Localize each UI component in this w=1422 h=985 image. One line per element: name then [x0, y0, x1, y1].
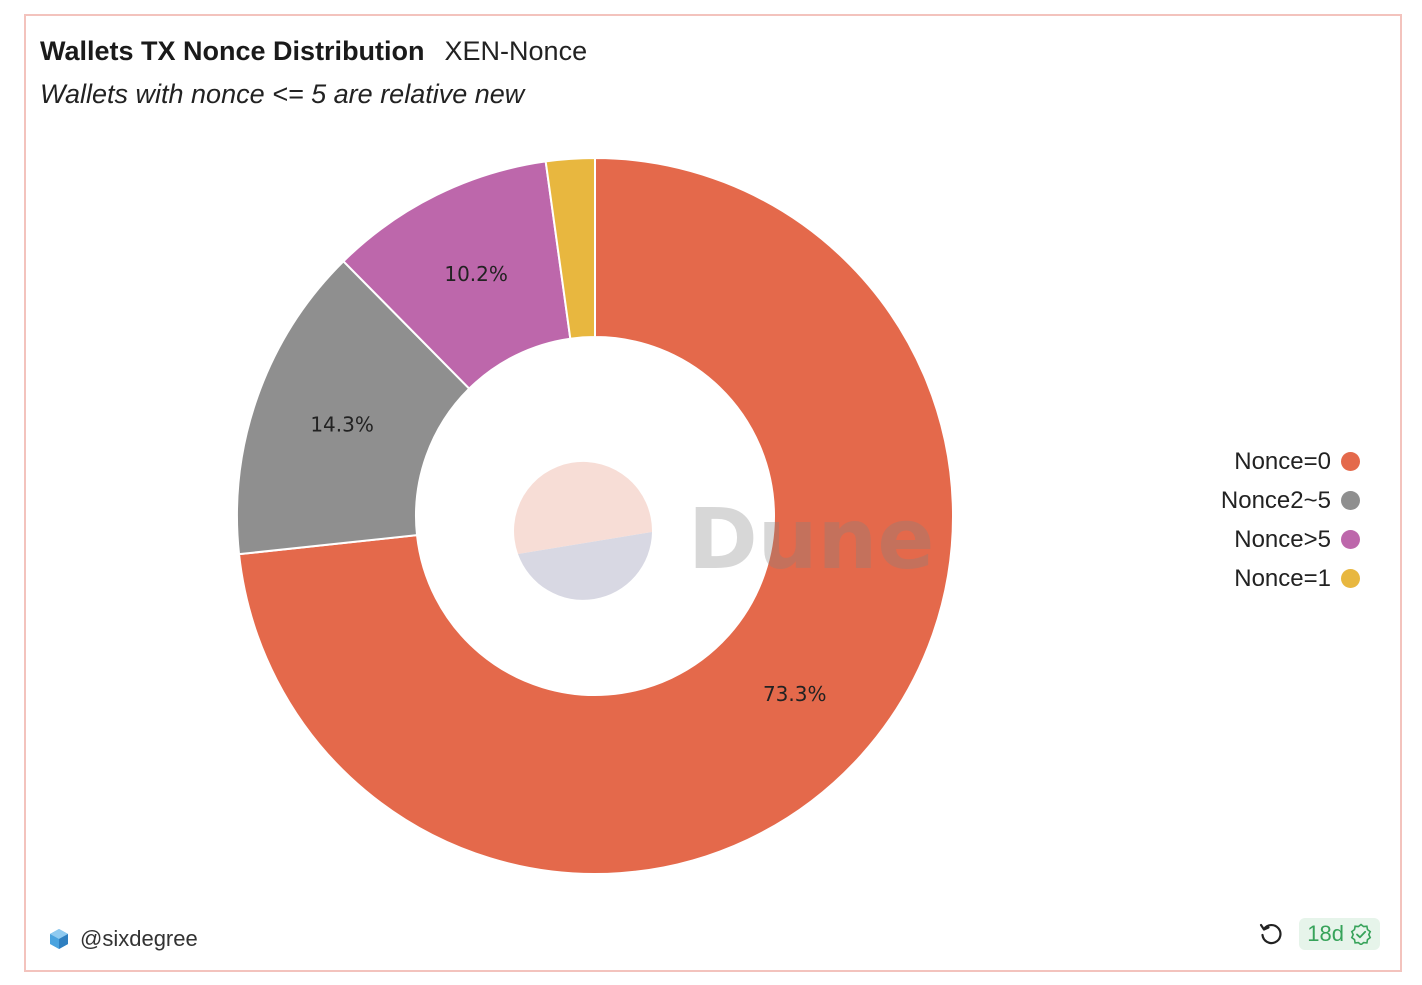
refresh-icon[interactable]	[1257, 920, 1285, 948]
legend-dot	[1341, 530, 1360, 549]
chart-title: Wallets TX Nonce Distribution	[40, 36, 425, 66]
donut-chart: Dune 73.3% 14.3% 10.2%	[236, 156, 954, 875]
chart-subtitle: Wallets with nonce <= 5 are relative new	[40, 79, 525, 109]
slice-Nonce=1[interactable]	[544, 156, 596, 340]
legend-label: Nonce=1	[1234, 564, 1331, 592]
chart-header: Wallets TX Nonce Distribution XEN-Nonce …	[40, 36, 587, 110]
slice-label-Nonce=0: 73.3%	[763, 682, 827, 706]
author-name[interactable]: @sixdegree	[80, 926, 198, 951]
author-info[interactable]: @sixdegree	[48, 926, 198, 952]
age-text: 18d	[1307, 921, 1344, 946]
legend-item[interactable]: Nonce>5	[1221, 520, 1360, 559]
watermark-text: Dune	[688, 490, 934, 588]
query-name[interactable]: XEN-Nonce	[444, 36, 588, 66]
legend-item[interactable]: Nonce=0	[1221, 442, 1360, 481]
footer-status: 18d	[1257, 918, 1380, 950]
legend-dot	[1341, 491, 1360, 510]
check-badge-icon	[1350, 923, 1372, 945]
slice-Nonce2~5[interactable]	[236, 259, 471, 556]
legend-item[interactable]: Nonce2~5	[1221, 481, 1360, 520]
slice-label-Nonce>5: 10.2%	[444, 262, 508, 286]
legend-dot	[1341, 569, 1360, 588]
legend-label: Nonce=0	[1234, 447, 1331, 475]
chart-card: Wallets TX Nonce Distribution XEN-Nonce …	[24, 14, 1402, 972]
legend-label: Nonce>5	[1234, 525, 1331, 553]
slice-label-Nonce2~5: 14.3%	[310, 412, 374, 436]
slice-Nonce=0[interactable]	[237, 156, 954, 875]
legend-item[interactable]: Nonce=1	[1221, 559, 1360, 598]
watermark-logo-bottom	[518, 532, 652, 600]
watermark-logo-top	[514, 461, 653, 554]
chart-legend: Nonce=0 Nonce2~5 Nonce>5 Nonce=1	[1221, 442, 1360, 598]
age-badge: 18d	[1299, 918, 1380, 950]
dune-cube-icon	[50, 929, 68, 949]
legend-dot	[1341, 452, 1360, 471]
title-row: Wallets TX Nonce Distribution XEN-Nonce	[40, 36, 587, 67]
legend-label: Nonce2~5	[1220, 486, 1331, 514]
